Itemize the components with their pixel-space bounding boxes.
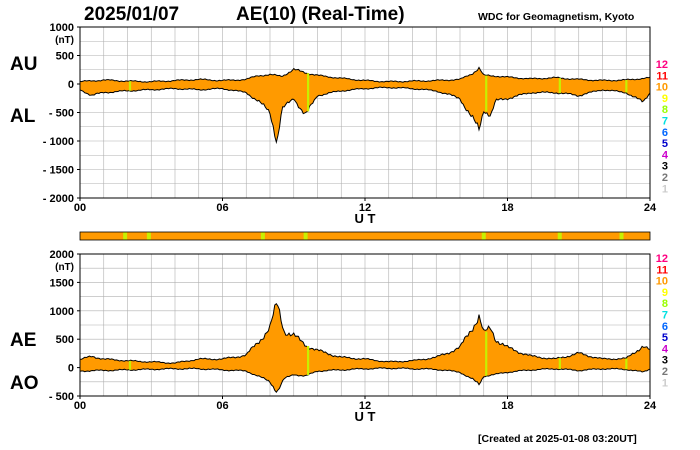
aeao-highlight-marker bbox=[485, 331, 488, 376]
aual-ytick-label: - 1500 bbox=[43, 165, 74, 177]
aeao-station-legend-9: 9 bbox=[662, 287, 668, 299]
coverage-bar-marker bbox=[481, 232, 486, 240]
index-title: AE(10) (Real-Time) bbox=[236, 4, 405, 25]
coverage-bar bbox=[79, 231, 651, 241]
aual-xtick-label: 12 bbox=[359, 202, 371, 214]
aeao-station-legend-3: 3 bbox=[662, 355, 668, 367]
aual-al-label: AL bbox=[10, 106, 36, 127]
aual-au-label: AU bbox=[10, 54, 37, 75]
aeao-band-fill bbox=[80, 303, 650, 393]
aeao-station-legend-11: 11 bbox=[656, 264, 668, 276]
aeao-highlight-marker bbox=[558, 357, 561, 370]
aual-station-legend-6: 6 bbox=[662, 127, 668, 139]
aual-station-legend-12: 12 bbox=[656, 59, 668, 71]
aeao-xtick-label: 24 bbox=[644, 400, 657, 412]
aeao-ytick-label: 500 bbox=[56, 334, 74, 346]
created-timestamp: [Created at 2025-01-08 03:20UT] bbox=[478, 433, 637, 445]
aeao-xtick-label: 06 bbox=[216, 400, 228, 412]
aual-xtick-label: 24 bbox=[644, 202, 657, 214]
aeao-station-legend-7: 7 bbox=[662, 310, 668, 322]
aeao-station-legend-1: 1 bbox=[662, 377, 668, 389]
aual-ytick-label: 1000 bbox=[50, 22, 74, 34]
aual-highlight-marker bbox=[485, 75, 488, 112]
source-label: WDC for Geomagnetism, Kyoto bbox=[478, 11, 635, 23]
aeao-xtick-label: 00 bbox=[74, 400, 86, 412]
aeao-ytick-label: 1500 bbox=[50, 277, 74, 289]
aeao-xaxis-label: U T bbox=[355, 409, 376, 424]
aual-al-line bbox=[79, 86, 651, 145]
aeao-xtick-label: 12 bbox=[359, 400, 371, 412]
aeao-ae-line bbox=[79, 303, 651, 365]
aual-station-legend-9: 9 bbox=[662, 93, 668, 105]
coverage-bar-marker bbox=[146, 232, 151, 240]
aeao-ae-label: AE bbox=[10, 330, 36, 351]
aual-station-legend-1: 1 bbox=[662, 183, 668, 195]
aual-xaxis-label: U T bbox=[355, 211, 376, 226]
coverage-bar-marker bbox=[303, 232, 308, 240]
aual-station-legend-2: 2 bbox=[662, 172, 668, 184]
aual-ytick-label: 500 bbox=[56, 51, 74, 63]
aeao-highlight-marker bbox=[128, 360, 132, 370]
aual-station-legend-4: 4 bbox=[662, 149, 669, 161]
aeao-station-legend-10: 10 bbox=[656, 276, 668, 288]
aeao-ytick-label: 2000 bbox=[50, 249, 74, 261]
aual-ytick-label: - 1000 bbox=[43, 136, 74, 148]
aual-ytick-label: - 500 bbox=[49, 108, 74, 120]
aual-station-legend-8: 8 bbox=[662, 104, 668, 116]
aeao-station-legend-6: 6 bbox=[662, 321, 668, 333]
aeao-station-legend-4: 4 bbox=[662, 343, 669, 355]
aual-xtick-label: 06 bbox=[216, 202, 228, 214]
aual-highlight-marker bbox=[558, 78, 561, 94]
aeao-station-legend-12: 12 bbox=[656, 253, 668, 265]
aual-station-legend-7: 7 bbox=[662, 116, 668, 128]
aual-highlight-marker bbox=[307, 73, 310, 112]
aeao-ytick-label: 1000 bbox=[50, 306, 74, 318]
aual-band-fill bbox=[80, 67, 650, 143]
aeao-ytick-label: - 500 bbox=[49, 391, 74, 403]
coverage-bar-marker bbox=[260, 232, 265, 240]
aual-xtick-label: 18 bbox=[501, 202, 513, 214]
aeao-station-legend-2: 2 bbox=[662, 366, 668, 378]
aeao-ao-label: AO bbox=[10, 373, 39, 394]
aual-station-legend-10: 10 bbox=[656, 82, 668, 94]
coverage-bar-marker bbox=[557, 232, 562, 240]
aual-ytick-label: - 2000 bbox=[43, 193, 74, 205]
aual-au-line bbox=[79, 66, 651, 83]
aeao-station-legend-8: 8 bbox=[662, 298, 668, 310]
aual-station-legend-5: 5 bbox=[662, 138, 668, 150]
date-label: 2025/01/07 bbox=[84, 4, 180, 25]
aeao-highlight-marker bbox=[625, 358, 628, 370]
aeao-ao-line bbox=[79, 367, 651, 393]
aual-unit-label: (nT) bbox=[55, 35, 74, 46]
aual-xtick-label: 00 bbox=[74, 202, 86, 214]
aual-highlight-marker bbox=[128, 81, 132, 91]
aeao-unit-label: (nT) bbox=[55, 262, 74, 273]
aual-highlight-marker bbox=[625, 80, 628, 93]
aual-station-legend-3: 3 bbox=[662, 161, 668, 173]
aual-station-legend-11: 11 bbox=[656, 70, 668, 82]
aeao-xtick-label: 18 bbox=[501, 400, 513, 412]
aeao-ytick-label: 0 bbox=[68, 363, 74, 375]
aeao-highlight-marker bbox=[307, 346, 310, 376]
aeao-station-legend-5: 5 bbox=[662, 332, 668, 344]
coverage-bar-marker bbox=[123, 232, 128, 240]
aual-ytick-label: 0 bbox=[68, 79, 74, 91]
coverage-bar-marker bbox=[619, 232, 624, 240]
